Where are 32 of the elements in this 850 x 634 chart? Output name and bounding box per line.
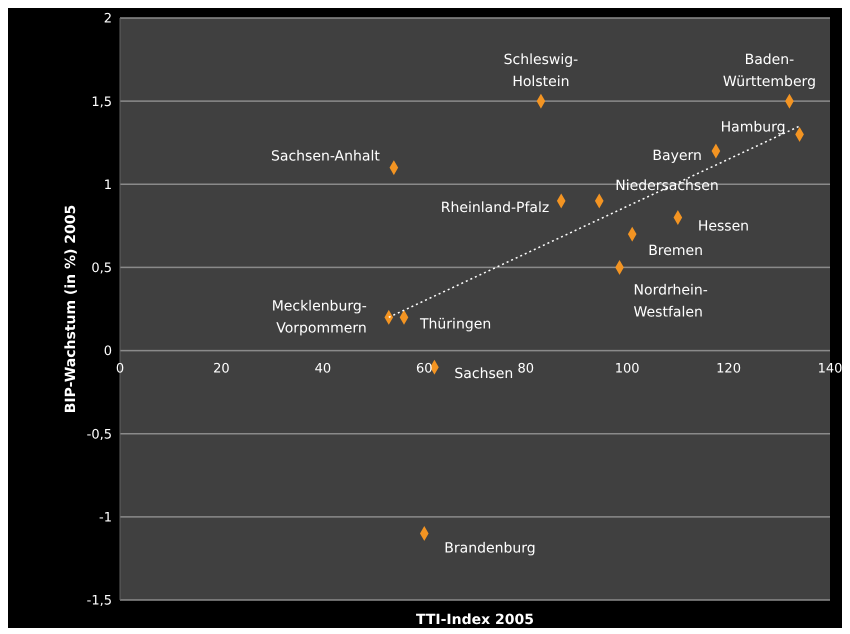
- annotation: Niedersachsen: [615, 178, 719, 194]
- annotation: Mecklenburg- Vorpommern: [272, 298, 367, 336]
- y-tick-label: 2: [104, 12, 112, 27]
- y-tick-label: 1: [104, 178, 112, 193]
- annotation: Thüringen: [419, 316, 492, 332]
- y-tick-label: -0,5: [86, 427, 112, 442]
- x-tick-label: 100: [614, 362, 640, 377]
- annotation: Rheinland-Pfalz: [440, 200, 550, 216]
- x-tick-label: 120: [716, 362, 741, 377]
- annotation: Sachsen: [454, 366, 514, 382]
- annotation: Hamburg: [720, 119, 786, 136]
- x-tick-label: 80: [517, 362, 534, 377]
- annotation: Hessen: [698, 218, 750, 235]
- y-axis-title: BIP-Wachstum (in %) 2005: [62, 204, 79, 414]
- x-tick-label: 40: [314, 362, 332, 377]
- x-tick-label: 140: [818, 362, 842, 377]
- annotation: Bremen: [648, 243, 704, 260]
- y-tick-label: -1,5: [86, 594, 112, 609]
- x-tick-label: 0: [116, 362, 124, 377]
- annotation: Schleswig- Holstein: [504, 52, 578, 90]
- annotation: Sachsen-Anhalt: [271, 148, 380, 165]
- y-tick-label: 1,5: [91, 94, 112, 110]
- annotation: Baden- Württemberg: [722, 52, 816, 90]
- annotation: Brandenburg: [444, 540, 536, 556]
- x-axis-title: TTI-Index 2005: [416, 612, 534, 628]
- x-tick-label: 20: [213, 362, 230, 377]
- y-tick-label: -1: [99, 510, 112, 526]
- annotation: Nordrhein- Westfalen: [634, 282, 708, 320]
- y-tick-label: 0,5: [91, 261, 112, 276]
- x-tick-label: 60: [416, 362, 433, 377]
- y-tick-label: 0: [104, 344, 112, 360]
- annotation: Bayern: [652, 148, 702, 164]
